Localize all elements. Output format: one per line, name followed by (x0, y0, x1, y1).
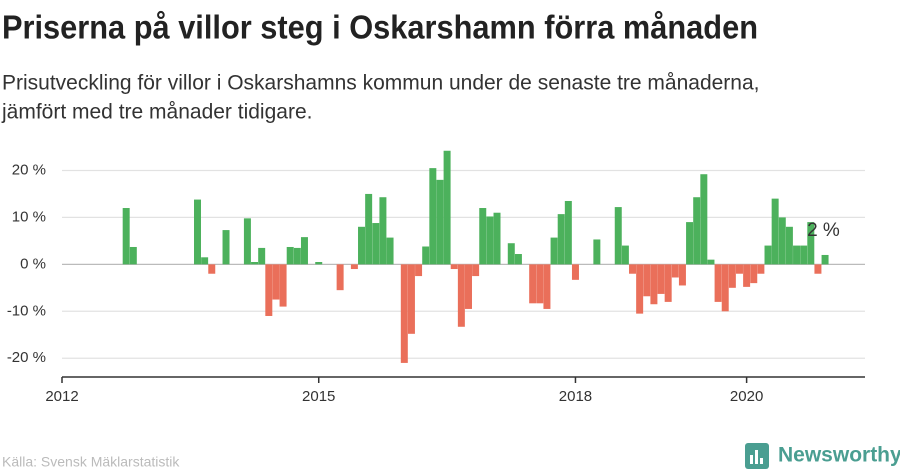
x-tick-label: 2018 (559, 388, 592, 405)
bar (436, 179, 444, 265)
bar (636, 264, 644, 314)
bar (350, 264, 358, 270)
chart-subtitle: jämfört med tre månader tidigare. (1, 101, 312, 124)
bar (757, 264, 765, 274)
bar (593, 239, 601, 265)
bar (457, 264, 465, 327)
bar (557, 214, 565, 265)
bar (643, 264, 651, 297)
bar (450, 264, 458, 270)
bar (571, 264, 579, 280)
bar (472, 264, 480, 277)
bar (821, 254, 829, 265)
bar (728, 264, 736, 288)
x-tick-label: 2015 (302, 388, 335, 405)
bar (564, 200, 572, 265)
bar (771, 198, 779, 265)
bar (493, 212, 501, 265)
bar (129, 246, 137, 265)
bar (671, 264, 679, 278)
logo-icon (755, 450, 758, 464)
bar (650, 264, 658, 305)
bar (621, 245, 629, 265)
bar (293, 247, 301, 265)
chart-subtitle: Prisutveckling för villor i Oskarshamns … (2, 72, 760, 95)
bar (358, 226, 366, 265)
bar (700, 174, 708, 265)
bar (365, 193, 373, 265)
bar (479, 208, 487, 265)
bar (743, 264, 751, 287)
x-tick-label: 2012 (45, 388, 78, 405)
bar (443, 150, 451, 265)
bar (379, 197, 387, 265)
bar (507, 243, 515, 265)
bar (258, 247, 266, 265)
bar (251, 262, 259, 265)
bar (686, 222, 694, 265)
bar (678, 264, 686, 286)
bar (194, 199, 201, 265)
bar (208, 264, 216, 274)
y-tick-label: 10 % (12, 208, 46, 225)
bar (243, 218, 251, 265)
bar (785, 226, 793, 265)
bar (265, 264, 273, 316)
bar (721, 264, 729, 312)
bar (536, 264, 544, 304)
bar (550, 237, 558, 265)
bar (415, 264, 423, 277)
bar (386, 237, 394, 265)
y-tick-label: -20 % (7, 349, 46, 366)
bar (814, 264, 822, 274)
bar (464, 264, 472, 309)
bar (486, 216, 494, 265)
bar (529, 264, 537, 304)
annotation: 2 % (807, 220, 840, 241)
bar (657, 264, 665, 294)
bar (315, 262, 323, 265)
bar (407, 264, 415, 334)
bar (300, 237, 308, 265)
logo-icon (760, 458, 763, 464)
bar (714, 264, 722, 302)
bar (429, 168, 437, 265)
bar (764, 245, 772, 265)
bar (707, 259, 715, 265)
y-tick-label: 20 % (12, 161, 46, 178)
bar (800, 245, 808, 265)
bar (793, 245, 801, 265)
bar (422, 246, 430, 265)
logo: Newsworthy (745, 443, 900, 469)
bar (279, 264, 287, 307)
bar (735, 264, 743, 274)
bar (778, 217, 786, 265)
bar (272, 264, 280, 300)
bar (201, 257, 209, 265)
bar (750, 264, 758, 284)
bar (543, 264, 551, 309)
brand: Newsworthy (778, 444, 900, 467)
source: Källa: Svensk Mäklarstatistik (2, 454, 180, 470)
bar (614, 207, 622, 265)
logo-icon (750, 455, 753, 464)
bar (122, 208, 130, 265)
bar (400, 264, 408, 363)
bar (693, 197, 701, 265)
y-tick-label: -10 % (7, 302, 46, 319)
y-tick-label: 0 % (20, 255, 46, 272)
bar (286, 246, 294, 265)
bar (222, 230, 230, 265)
bar (807, 222, 815, 265)
chart-title: Priserna på villor steg i Oskarshamn för… (2, 9, 758, 46)
bar (664, 264, 672, 302)
bar (514, 254, 522, 265)
x-tick-label: 2020 (730, 388, 763, 405)
bar (372, 223, 380, 265)
bar (336, 264, 344, 291)
bar (629, 264, 637, 274)
